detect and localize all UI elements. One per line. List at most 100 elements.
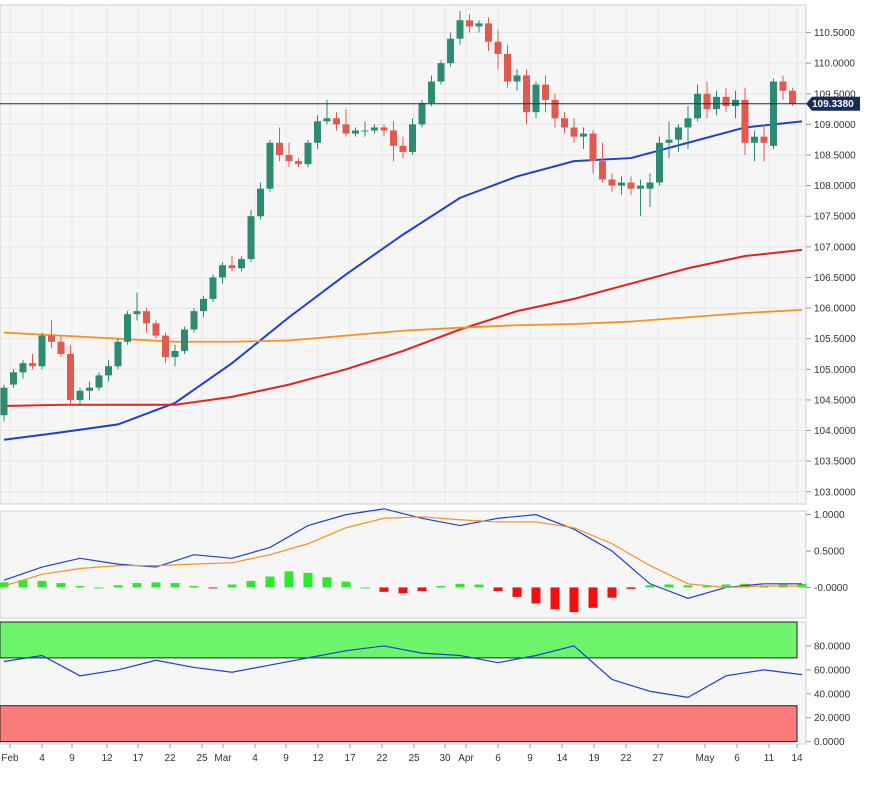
- candle: [209, 274, 217, 302]
- macd-panel: [0, 510, 807, 619]
- macd-histogram-bar: [227, 584, 237, 588]
- macd-histogram-bar: [189, 585, 199, 588]
- y-tick-label: 0.5000: [814, 547, 845, 558]
- candle: [656, 136, 663, 186]
- candle: [637, 179, 644, 217]
- candle: [219, 262, 226, 284]
- macd-histogram-bar: [303, 572, 313, 588]
- candle: [485, 17, 492, 51]
- y-tick-label: 0.0000: [814, 737, 845, 748]
- y-tick-label: 109.0000: [814, 120, 856, 131]
- rsi-bands: [0, 621, 798, 743]
- candle: [143, 308, 150, 333]
- candle: [285, 142, 293, 168]
- y-tick-label: 104.0000: [814, 426, 856, 437]
- candle: [171, 344, 179, 367]
- candle: [276, 127, 283, 162]
- candle: [371, 124, 378, 134]
- x-tick-label: 6: [495, 753, 501, 764]
- candle-down: [295, 161, 302, 165]
- y-tick-label: 109.5000: [814, 89, 856, 100]
- y-tick-label: 105.0000: [814, 365, 856, 376]
- candle: [532, 81, 540, 119]
- macd-histogram-bar: [645, 585, 655, 588]
- candle: [86, 381, 93, 400]
- x-tick-label: 17: [132, 753, 144, 764]
- x-tick-label: 22: [164, 753, 176, 764]
- candle: [570, 118, 578, 143]
- candle: [713, 90, 720, 116]
- x-tick-label: Mar: [214, 753, 232, 764]
- candle: [200, 295, 207, 318]
- macd-histogram-bar: [588, 587, 598, 608]
- y-tick-label: 108.5000: [814, 151, 856, 162]
- candle-down: [703, 93, 711, 110]
- candle-down: [333, 118, 340, 125]
- macd-histogram-bar: [151, 582, 161, 588]
- candle: [589, 130, 597, 174]
- candle: [447, 32, 454, 67]
- candle: [608, 173, 616, 192]
- macd-histogram-bar: [759, 585, 769, 588]
- candle: [418, 99, 426, 128]
- rsi-oversold-band: [0, 705, 798, 743]
- x-tick-label: Apr: [458, 753, 474, 764]
- candle: [95, 372, 103, 391]
- candle: [561, 112, 568, 134]
- candle: [466, 14, 473, 33]
- candle-down: [485, 23, 492, 42]
- macd-histogram-bar: [37, 580, 47, 588]
- price-panel: [0, 4, 807, 505]
- candle: [760, 124, 768, 162]
- candle: [770, 78, 777, 149]
- candle: [523, 69, 530, 125]
- candle: [247, 210, 255, 263]
- candle: [703, 81, 711, 119]
- candle: [314, 115, 321, 149]
- candle-up: [10, 372, 17, 385]
- y-tick-label: 107.5000: [814, 212, 856, 223]
- candle: [779, 75, 787, 100]
- candle-up: [105, 366, 112, 376]
- x-tick-label: 14: [791, 753, 803, 764]
- macd-histogram-bar: [474, 584, 484, 588]
- candle: [494, 29, 502, 70]
- candle: [627, 176, 635, 195]
- macd-histogram-bar: [512, 587, 522, 597]
- macd-histogram-bar: [132, 583, 142, 588]
- candle-down: [466, 20, 473, 27]
- candle: [618, 176, 625, 195]
- macd-line: [3, 516, 802, 589]
- y-tick-label: 20.0000: [814, 713, 851, 724]
- candle-up: [190, 311, 198, 330]
- macd-lines: [3, 508, 802, 599]
- candle: [162, 332, 169, 364]
- candle: [542, 75, 549, 113]
- candle-up: [0, 387, 8, 416]
- candle: [29, 353, 36, 370]
- candle-down: [29, 363, 36, 367]
- candle: [0, 384, 8, 422]
- macd-histogram-bar: [436, 585, 446, 588]
- candle-down: [627, 182, 635, 189]
- x-tick-label: 19: [588, 753, 600, 764]
- x-tick-label: May: [696, 753, 715, 764]
- candle-up: [257, 188, 264, 217]
- macd-histogram-bar: [379, 587, 389, 592]
- candle-up: [428, 81, 435, 103]
- candle: [551, 93, 559, 128]
- x-tick-label: 11: [764, 753, 775, 764]
- candle: [475, 20, 483, 33]
- macd-histogram-bar: [455, 583, 465, 588]
- candle-up: [247, 216, 255, 260]
- candle-up: [181, 329, 188, 351]
- candle-up: [732, 99, 739, 107]
- y-tick-label: 40.0000: [814, 689, 851, 700]
- y-tick-label: 106.0000: [814, 304, 856, 315]
- x-tick-label: 25: [408, 753, 420, 764]
- candle-down: [228, 265, 236, 269]
- candle-up: [124, 314, 131, 342]
- macd-histogram-bar: [493, 587, 503, 592]
- candle: [105, 360, 112, 382]
- candle-down: [494, 41, 502, 54]
